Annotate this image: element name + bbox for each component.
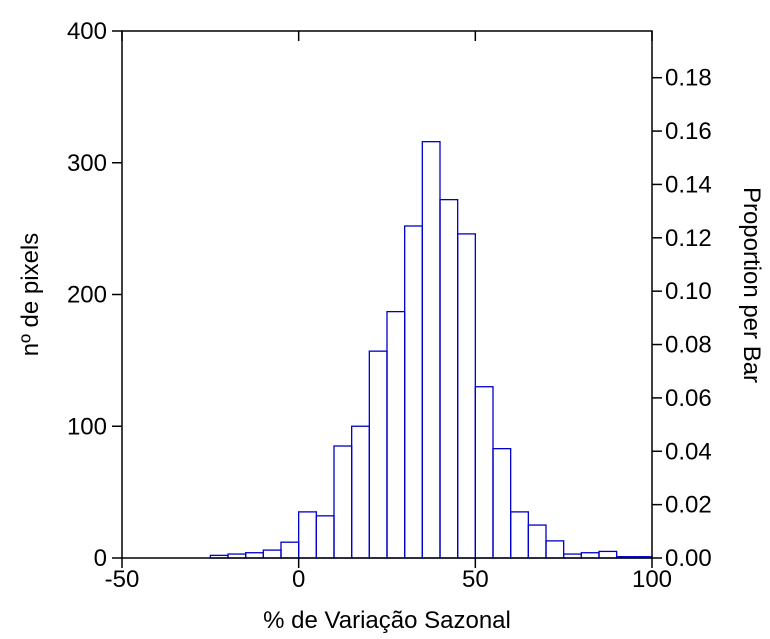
histogram-bar: [298, 511, 317, 559]
histogram-bar: [492, 447, 512, 559]
histogram-bar: [457, 233, 476, 559]
histogram-bar: [368, 350, 388, 559]
y-tick-label: 200: [67, 282, 107, 309]
histogram-bar: [439, 198, 459, 559]
histogram-bar: [510, 511, 529, 559]
y2-tick-label: 0.10: [665, 278, 712, 305]
y-tick-label: 0: [94, 545, 107, 572]
histogram-bar: [474, 386, 494, 559]
histogram-bars: [209, 141, 653, 559]
y-axis-title-left: nº de pixels: [17, 233, 44, 357]
histogram-bar: [315, 515, 335, 559]
tick-labels: -50 0 50 10001002003004000.000.020.040.060.…: [67, 18, 712, 593]
histogram-bar: [351, 425, 370, 559]
x-tick-label: 100: [632, 566, 672, 593]
histogram-bar: [527, 524, 547, 559]
y2-tick-label: 0.04: [665, 438, 712, 465]
histogram-bar: [421, 141, 441, 559]
histogram-bar: [598, 550, 618, 559]
y2-tick-label: 0.16: [665, 118, 712, 145]
y2-tick-label: 0.12: [665, 225, 712, 252]
y2-tick-label: 0.00: [665, 545, 712, 572]
y-tick-label: 100: [67, 413, 107, 440]
y2-tick-label: 0.14: [665, 171, 712, 198]
histogram-bar: [280, 541, 300, 559]
x-tick-label: 0: [292, 566, 305, 593]
y2-tick-label: 0.08: [665, 332, 712, 359]
histogram-bar: [333, 445, 353, 559]
histogram-bar: [545, 540, 565, 559]
y2-tick-label: 0.02: [665, 492, 712, 519]
histogram-bar: [386, 310, 406, 559]
x-tick-label: -50: [105, 566, 140, 593]
histogram-bar: [245, 552, 264, 559]
y-tick-label: 400: [67, 18, 107, 45]
y2-tick-label: 0.06: [665, 385, 712, 412]
histogram-bar: [404, 225, 423, 559]
y2-tick-label: 0.18: [665, 65, 712, 92]
y-axis-title-right: Proportion per Bar: [738, 187, 765, 383]
x-tick-label: 50: [462, 566, 489, 593]
x-axis-title: % de Variação Sazonal: [263, 607, 511, 634]
y-tick-label: 300: [67, 150, 107, 177]
axis-ticks: [112, 30, 662, 568]
histogram-bar: [580, 552, 600, 559]
histogram-bar: [262, 549, 282, 559]
